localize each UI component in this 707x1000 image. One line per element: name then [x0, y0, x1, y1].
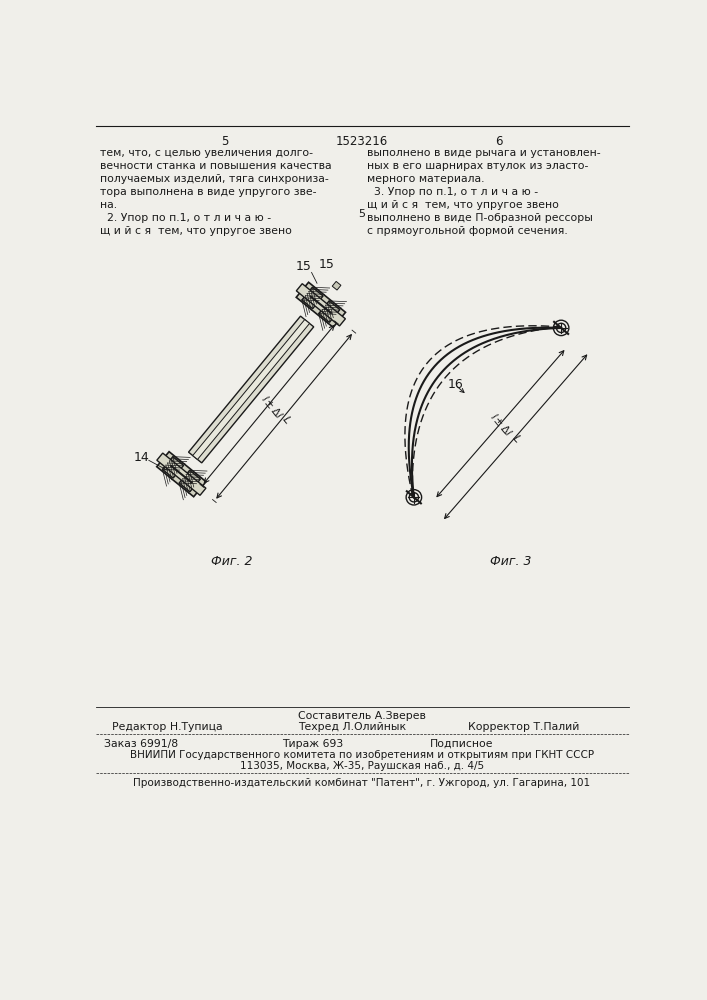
- Text: Производственно-издательский комбинат "Патент", г. Ужгород, ул. Гагарина, 101: Производственно-издательский комбинат "П…: [134, 778, 590, 788]
- Polygon shape: [296, 284, 346, 326]
- Text: 14: 14: [133, 451, 149, 464]
- Polygon shape: [168, 463, 175, 469]
- Text: Техред Л.Олийнык: Техред Л.Олийнык: [298, 722, 406, 732]
- Text: выполнено в виде рычага и установлен-
ных в его шарнирах втулок из эласто-
мерно: выполнено в виде рычага и установлен- ны…: [368, 148, 601, 236]
- Text: 6: 6: [496, 135, 503, 148]
- Text: $l\pm\Delta l$: $l\pm\Delta l$: [488, 410, 515, 439]
- Text: 1523216: 1523216: [336, 135, 388, 148]
- Text: ВНИИПИ Государственного комитета по изобретениям и открытиям при ГКНТ СССР: ВНИИПИ Государственного комитета по изоб…: [130, 750, 594, 760]
- Text: $L$: $L$: [280, 412, 294, 425]
- Polygon shape: [332, 281, 341, 290]
- Polygon shape: [317, 301, 325, 308]
- Text: 15: 15: [319, 258, 335, 271]
- Polygon shape: [188, 479, 194, 486]
- Polygon shape: [302, 287, 323, 309]
- Text: $l\pm\Delta l$: $l\pm\Delta l$: [259, 392, 286, 421]
- Polygon shape: [157, 452, 206, 497]
- Polygon shape: [296, 282, 346, 327]
- Polygon shape: [177, 471, 185, 478]
- Text: Заказ 6991/8: Заказ 6991/8: [104, 739, 178, 749]
- Text: Фиг. 3: Фиг. 3: [490, 555, 532, 568]
- Text: 5: 5: [221, 135, 228, 148]
- Polygon shape: [157, 453, 206, 495]
- Text: Фиг. 2: Фиг. 2: [211, 555, 252, 568]
- Polygon shape: [327, 310, 334, 316]
- Polygon shape: [189, 316, 314, 463]
- Polygon shape: [179, 470, 200, 492]
- Text: 113035, Москва, Ж-35, Раушская наб., д. 4/5: 113035, Москва, Ж-35, Раушская наб., д. …: [240, 761, 484, 771]
- Text: 16: 16: [448, 378, 463, 391]
- Text: Корректор Т.Палий: Корректор Т.Палий: [468, 722, 580, 732]
- Text: Подписное: Подписное: [429, 739, 493, 749]
- Text: тем, что, с целью увеличения долго-
вечности станка и повышения качества
получае: тем, что, с целью увеличения долго- вечн…: [100, 148, 332, 236]
- Polygon shape: [319, 301, 340, 322]
- Text: Тираж 693: Тираж 693: [282, 739, 344, 749]
- Text: 5: 5: [358, 209, 366, 219]
- Text: Редактор Н.Тупица: Редактор Н.Тупица: [112, 722, 222, 732]
- Polygon shape: [163, 457, 184, 478]
- Text: $L$: $L$: [510, 431, 524, 445]
- Polygon shape: [308, 293, 314, 300]
- Text: 15: 15: [296, 260, 312, 273]
- Polygon shape: [193, 320, 310, 459]
- Text: Составитель А.Зверев: Составитель А.Зверев: [298, 711, 426, 721]
